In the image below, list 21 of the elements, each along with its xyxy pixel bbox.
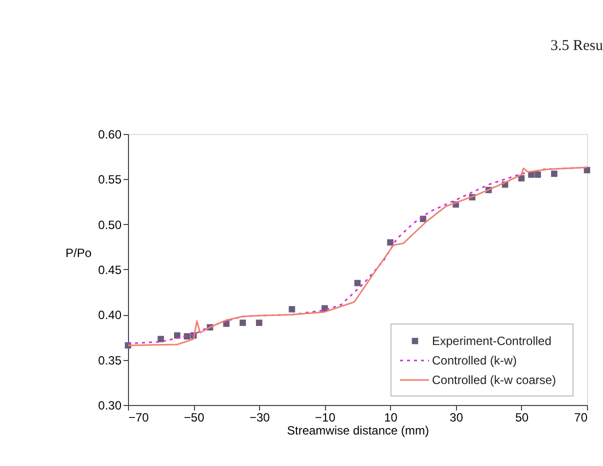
- x-tick-label: 10: [384, 410, 398, 424]
- y-tick-label: 0.55: [98, 172, 122, 187]
- y-tick-label: 0.50: [98, 218, 122, 232]
- x-tick-label: −50: [184, 410, 205, 424]
- text: 3.5 Resu: [550, 38, 603, 54]
- legend-label: Controlled (k-w coarse): [432, 373, 556, 387]
- y-tick-label: 0.40: [98, 308, 122, 322]
- legend-label: Experiment-Controlled: [432, 334, 552, 348]
- y-tick-label: 0.45: [98, 263, 122, 277]
- x-tick-label: −30: [249, 410, 270, 424]
- legend-label: Controlled (k-w): [432, 354, 517, 368]
- x-tick-label: 70: [574, 410, 588, 424]
- x-tick-label: 30: [450, 410, 464, 424]
- y-axis-title: P/Po: [65, 246, 92, 260]
- x-tick-label: −70: [128, 410, 150, 424]
- y-tick-label: 0.35: [98, 353, 122, 368]
- x-axis-title: Streamwise distance (mm): [286, 424, 430, 438]
- x-tick-label: −10: [315, 410, 336, 424]
- x-tick-label: 50: [515, 410, 529, 424]
- y-tick-label: 0.30: [98, 398, 122, 412]
- y-tick-label: 0.60: [98, 128, 122, 142]
